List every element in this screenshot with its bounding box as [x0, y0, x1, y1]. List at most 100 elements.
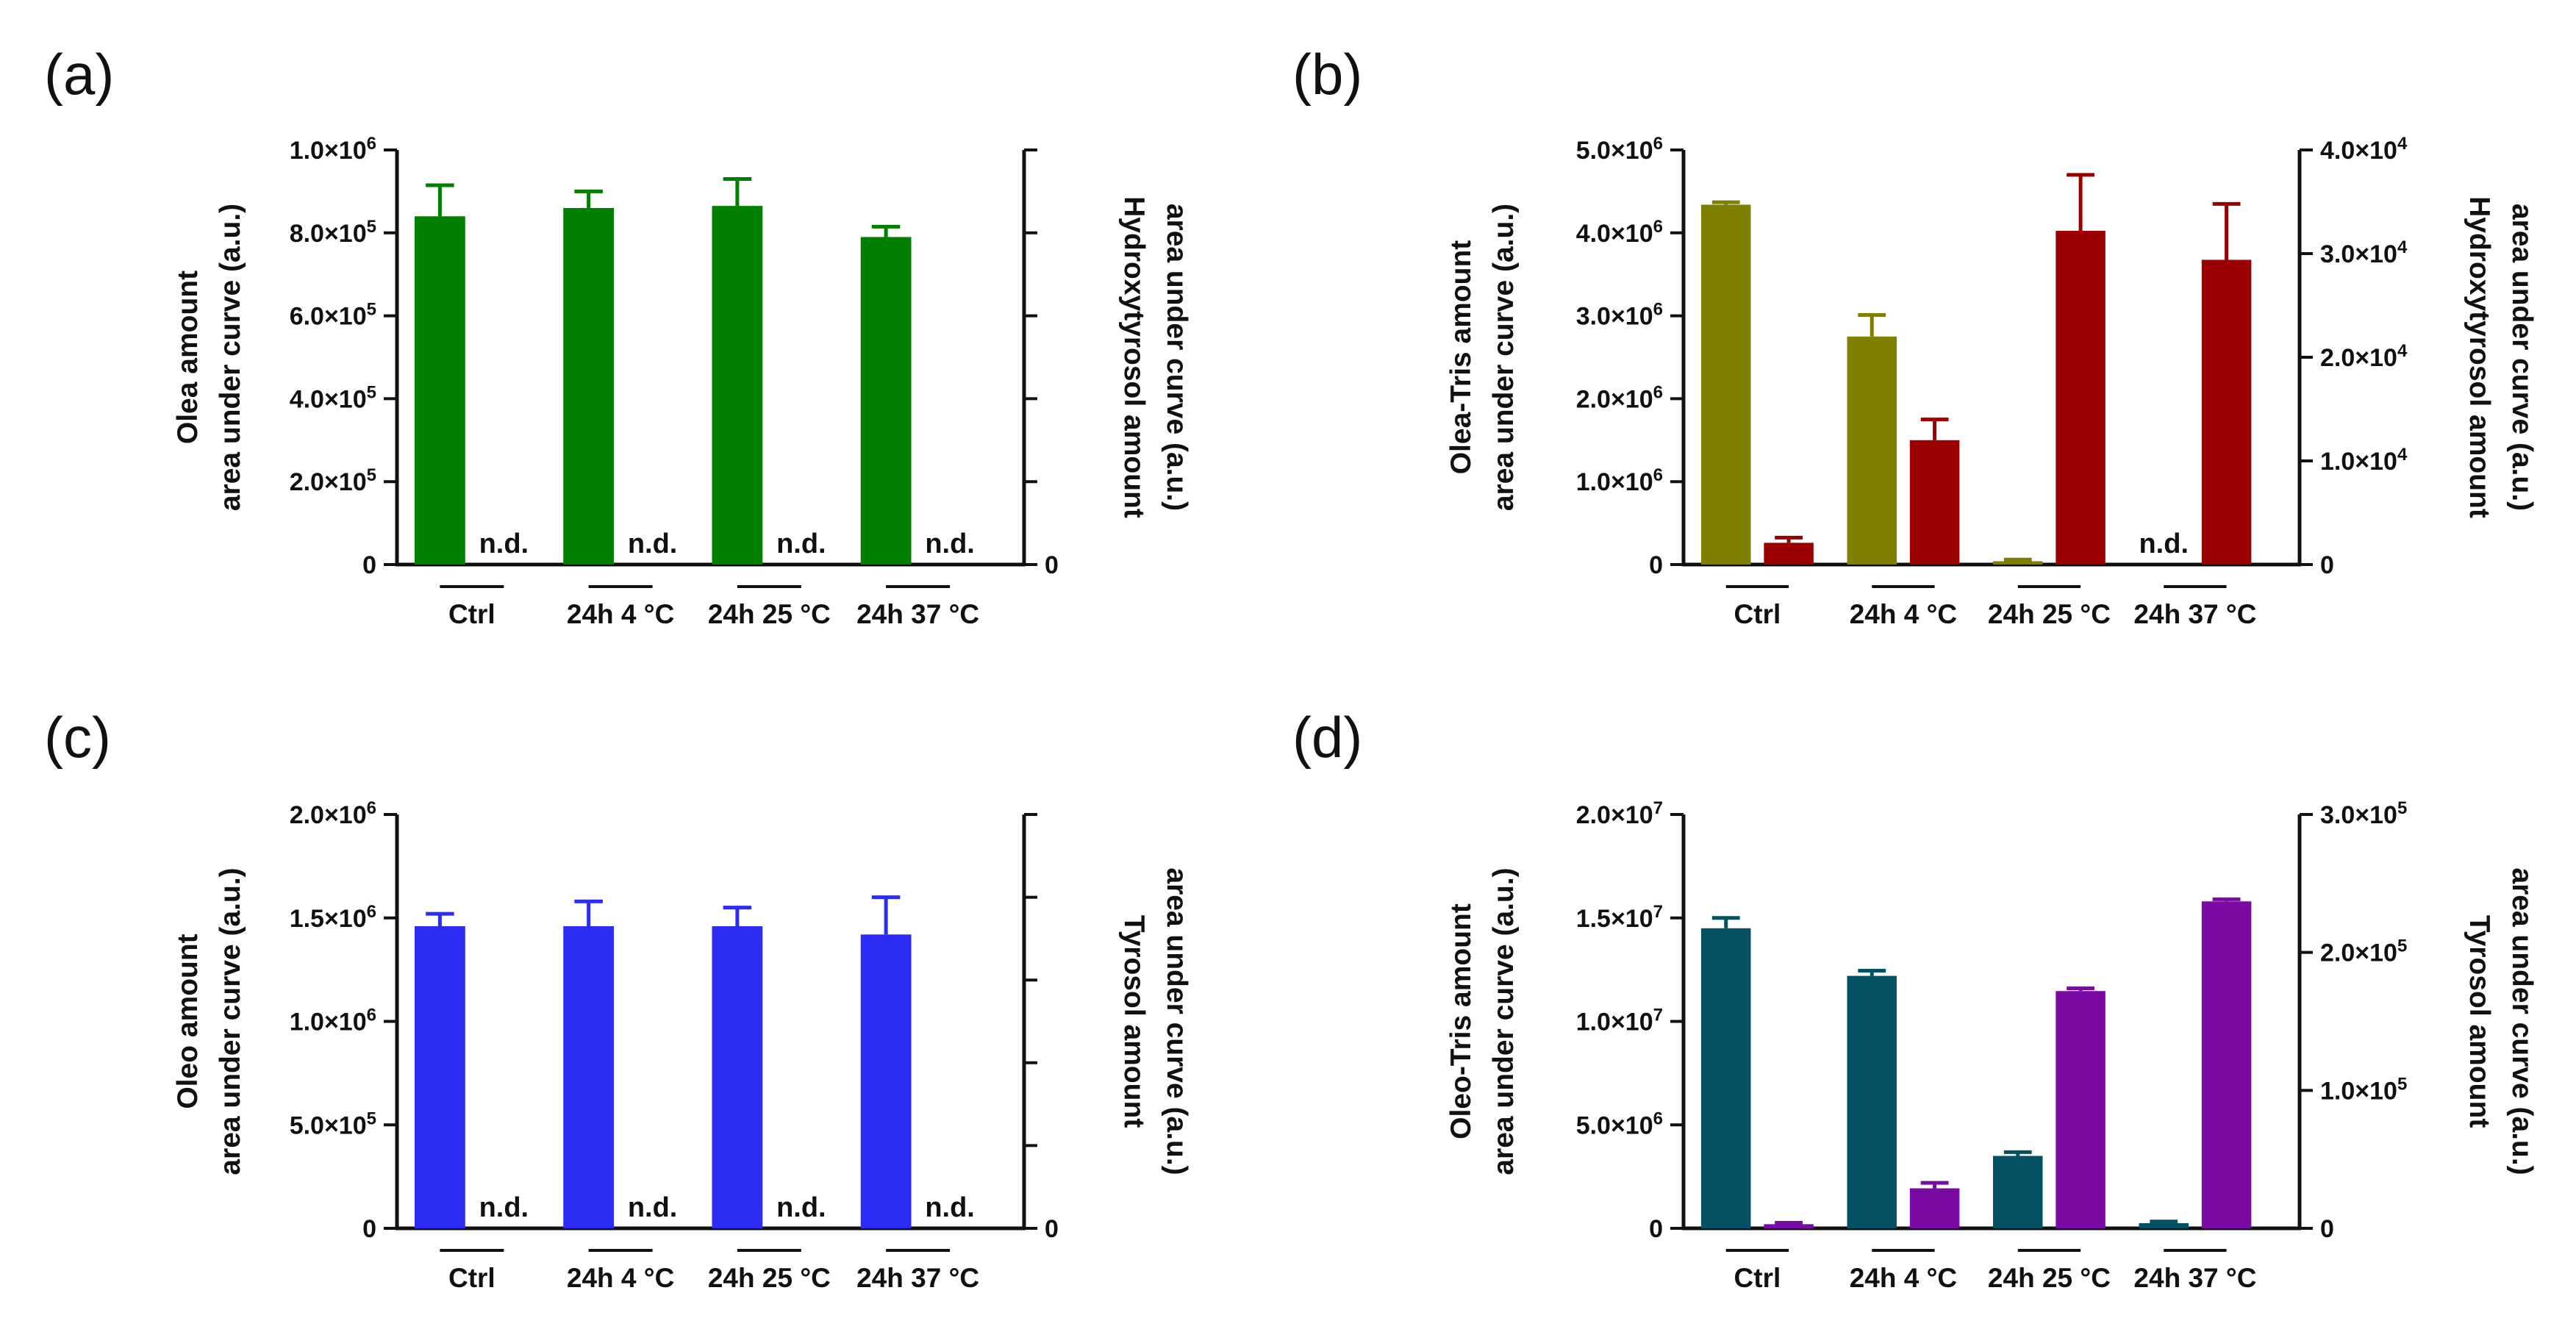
category-label: 24h 25 °C	[1988, 599, 2111, 629]
left-tick-label: 3.0×106	[1576, 299, 1663, 331]
right-tick-label: 0	[1045, 551, 1059, 579]
left-tick-label: 1.0×106	[290, 1005, 376, 1036]
left-tick-label: 2.0×107	[1576, 798, 1663, 830]
bar	[415, 926, 465, 1228]
left-tick-label: 0	[1649, 551, 1663, 579]
bar	[563, 207, 615, 565]
bar	[1701, 928, 1751, 1228]
left-tick-label: 0	[1649, 1215, 1663, 1243]
category-label: 24h 37 °C	[2133, 1263, 2256, 1293]
left-axis-title: Oleo amount	[172, 934, 204, 1109]
right-tick-label: 0	[1045, 1215, 1059, 1243]
bar	[2139, 1222, 2189, 1228]
left-tick-label: 2.0×106	[290, 798, 376, 830]
bar	[1993, 561, 2043, 565]
right-tick-label: 3.0×104	[2320, 237, 2408, 269]
category-label: 24h 4 °C	[567, 1263, 674, 1293]
left-axis-title: Olea-Tris amount	[1445, 240, 1477, 475]
right-axis-title: area under curve (a.u.)	[2506, 204, 2538, 511]
nd-annotation: n.d.	[2139, 529, 2189, 559]
right-axis-title: Tyrosol amount	[1118, 915, 1150, 1128]
bar	[1764, 542, 1814, 565]
nd-annotation: n.d.	[479, 529, 529, 559]
bar	[1764, 1224, 1814, 1228]
category-label: 24h 4 °C	[1850, 1263, 1957, 1293]
left-tick-label: 2.0×106	[1576, 382, 1663, 414]
panel-label: (d)	[1292, 705, 1362, 770]
right-tick-label: 1.0×105	[2320, 1074, 2407, 1106]
category-label: Ctrl	[448, 599, 495, 629]
bar	[712, 206, 763, 565]
right-tick-label: 2.0×105	[2320, 936, 2407, 967]
panel-label: (a)	[44, 42, 114, 107]
nd-annotation: n.d.	[628, 1192, 678, 1223]
left-axis-title: area under curve (a.u.)	[215, 204, 246, 511]
left-axis-title: area under curve (a.u.)	[215, 867, 246, 1175]
left-tick-label: 1.0×107	[1576, 1005, 1663, 1036]
left-axis-title: area under curve (a.u.)	[1488, 867, 1520, 1175]
category-label: Ctrl	[448, 1263, 495, 1293]
nd-annotation: n.d.	[628, 529, 678, 559]
left-tick-label: 1.5×107	[1576, 901, 1663, 933]
bar	[1847, 975, 1897, 1228]
category-label: 24h 25 °C	[1988, 1263, 2111, 1293]
left-tick-label: 8.0×105	[290, 216, 376, 248]
right-axis-title: area under curve (a.u.)	[2506, 867, 2538, 1175]
right-axis-title: area under curve (a.u.)	[1161, 867, 1192, 1175]
left-tick-label: 0	[362, 551, 376, 579]
bar	[2056, 991, 2105, 1228]
bar	[563, 926, 615, 1228]
bar	[2201, 901, 2252, 1228]
right-tick-label: 3.0×105	[2320, 798, 2407, 830]
category-label: 24h 4 °C	[1850, 599, 1957, 629]
panel-label: (c)	[44, 705, 111, 770]
category-label: 24h 37 °C	[856, 599, 979, 629]
right-axis-title: Hydroxytyrosol amount	[2464, 196, 2495, 518]
left-tick-label: 2.0×105	[290, 465, 376, 497]
nd-annotation: n.d.	[925, 529, 975, 559]
left-axis-title: Olea amount	[172, 271, 204, 444]
left-axis-title: area under curve (a.u.)	[1488, 204, 1520, 511]
left-tick-label: 5.0×106	[1576, 134, 1663, 165]
bar	[2201, 259, 2252, 565]
right-tick-label: 2.0×104	[2320, 341, 2408, 373]
nd-annotation: n.d.	[776, 529, 826, 559]
bar	[1909, 440, 1960, 565]
category-label: 24h 4 °C	[567, 599, 674, 629]
right-tick-label: 0	[2320, 551, 2334, 579]
bar	[1909, 1188, 1960, 1228]
right-tick-label: 0	[2320, 1215, 2334, 1243]
bar	[860, 237, 912, 565]
left-tick-label: 4.0×106	[1576, 216, 1663, 248]
nd-annotation: n.d.	[776, 1192, 826, 1223]
category-label: 24h 25 °C	[708, 1263, 831, 1293]
bar	[1701, 204, 1751, 565]
nd-annotation: n.d.	[925, 1192, 975, 1223]
bar	[1847, 336, 1897, 565]
left-tick-label: 5.0×105	[290, 1109, 376, 1140]
category-label: 24h 25 °C	[708, 599, 831, 629]
right-axis-title: Tyrosol amount	[2464, 915, 2495, 1128]
category-label: Ctrl	[1734, 1263, 1781, 1293]
left-tick-label: 5.0×106	[1576, 1109, 1663, 1140]
bar	[712, 926, 763, 1228]
bar	[1993, 1156, 2043, 1228]
right-tick-label: 1.0×104	[2320, 445, 2408, 476]
left-tick-label: 4.0×105	[290, 382, 376, 414]
category-label: 24h 37 °C	[2133, 599, 2256, 629]
bar	[415, 216, 465, 565]
left-tick-label: 6.0×105	[290, 299, 376, 331]
right-tick-label: 4.0×104	[2320, 134, 2408, 165]
bar	[860, 934, 912, 1228]
nd-annotation: n.d.	[479, 1192, 529, 1223]
bar	[2056, 230, 2105, 565]
panel-label: (b)	[1292, 42, 1362, 107]
category-label: 24h 37 °C	[856, 1263, 979, 1293]
left-tick-label: 0	[362, 1215, 376, 1243]
left-tick-label: 1.0×106	[290, 134, 376, 165]
left-tick-label: 1.5×106	[290, 901, 376, 933]
right-axis-title: area under curve (a.u.)	[1161, 204, 1192, 511]
category-label: Ctrl	[1734, 599, 1781, 629]
left-tick-label: 1.0×106	[1576, 465, 1663, 497]
